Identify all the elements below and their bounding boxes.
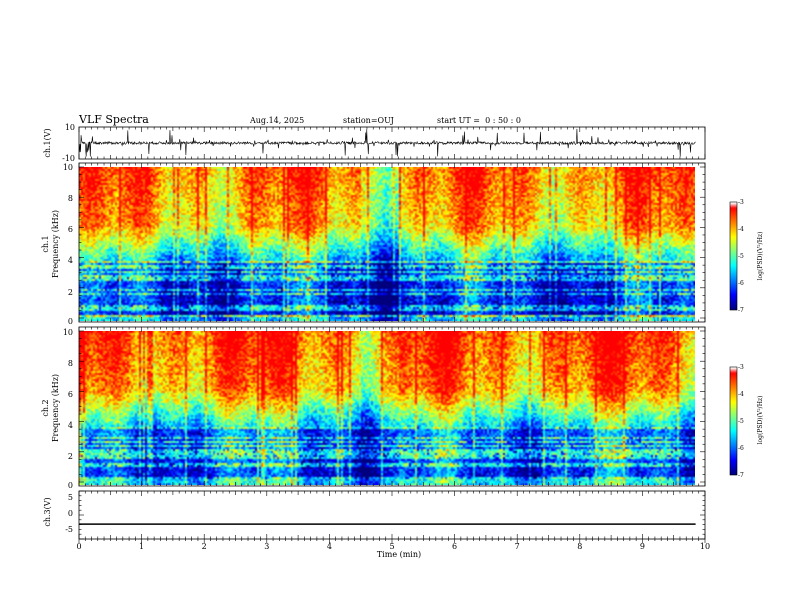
x-axis-label: Time (min) (377, 550, 421, 559)
ch1-cbar-tick-4: -4 (738, 226, 744, 233)
ch1-colorbar: -3 -4 -5 -6 -7 log(PSD)(V²/Hz) (729, 199, 764, 314)
ch2-spectrogram-panel: 0 2 4 6 8 10 ch.2 Frequency (kHz) (41, 326, 706, 490)
x-tick-2: 2 (202, 542, 207, 551)
ch1-waveform-panel: 10 -10 ch.1(V) (43, 123, 706, 163)
ch1-spectrogram-heatmap (79, 167, 695, 321)
ch2-cbar-tick-5: -5 (738, 418, 744, 425)
ch3-waveform-panel: 5 0 -5 ch.3(V) (43, 490, 706, 540)
ch2-cbar-tick-3: -3 (738, 364, 744, 371)
ch1-ytick-top: 10 (65, 123, 75, 132)
ch1-ytick-bottom: -10 (62, 154, 75, 163)
ch1-spec-ytick-6: 6 (68, 225, 73, 234)
ch2-cbar-tick-4: -4 (738, 391, 744, 398)
date-label: Aug.14, 2025 (249, 116, 304, 125)
ch2-spec-ytick-4: 4 (68, 421, 73, 430)
ch3-ytick-5: 5 (68, 493, 73, 502)
ch1-spectrogram-panel: 0 2 4 6 8 10 ch.1 Frequency (kHz) (41, 162, 706, 326)
ch1-spec-ytick-2: 2 (68, 288, 73, 297)
time-axis (78, 127, 706, 543)
start-ut-label: start UT = 0 : 50 : 0 (437, 116, 521, 125)
ch2-spec-ytick-10: 10 (63, 328, 73, 337)
ch1-spec-ylabel-channel: ch.1 (41, 235, 50, 252)
ch1-spec-ytick-8: 8 (68, 194, 73, 203)
ch2-colorbar-label: log(PSD)(V²/Hz) (757, 396, 764, 445)
ch1-spec-ylabel-frequency: Frequency (kHz) (51, 210, 60, 278)
ch1-waveform-trace (79, 128, 696, 157)
ch1-spec-ytick-4: 4 (68, 256, 73, 265)
ch3-ytick-neg5: -5 (65, 525, 73, 534)
ch2-colorbar-gradient (730, 367, 737, 475)
ch2-spec-ytick-0: 0 (68, 481, 73, 490)
ch1-colorbar-label: log(PSD)(V²/Hz) (757, 232, 764, 281)
x-tick-0: 0 (76, 542, 81, 551)
ch2-spec-ytick-2: 2 (68, 452, 73, 461)
ch2-colorbar: -3 -4 -5 -6 -7 log(PSD)(V²/Hz) (729, 364, 764, 479)
ch3-waveform-frame (78, 490, 706, 540)
ch2-cbar-tick-7: -7 (738, 472, 744, 479)
ch2-cbar-tick-6: -6 (738, 445, 744, 452)
ch2-spec-ytick-8: 8 (68, 359, 73, 368)
ch1-cbar-tick-7: -7 (738, 307, 744, 314)
ch2-colorbar-frame (729, 366, 738, 476)
ch2-spectrogram-heatmap (79, 331, 695, 485)
x-tick-10: 10 (700, 542, 710, 551)
x-tick-4: 4 (327, 542, 332, 551)
station-label: station=OUJ (343, 116, 394, 125)
ch1-spec-ytick-10: 10 (63, 163, 73, 172)
ch1-cbar-tick-5: -5 (738, 253, 744, 260)
x-tick-6: 6 (452, 542, 457, 551)
ch2-spec-ylabel-channel: ch.2 (41, 399, 50, 416)
ch1-colorbar-frame (729, 201, 738, 311)
ch2-spec-ytick-6: 6 (68, 390, 73, 399)
x-tick-7: 7 (515, 542, 520, 551)
ch3-ylabel: ch.3(V) (43, 497, 52, 526)
x-tick-5: 5 (389, 542, 394, 551)
x-tick-1: 1 (139, 542, 144, 551)
ch1-cbar-tick-3: -3 (738, 199, 744, 206)
x-tick-9: 9 (640, 542, 645, 551)
x-tick-8: 8 (577, 542, 582, 551)
figure-title: VLF Spectra (78, 113, 149, 126)
ch1-colorbar-gradient (730, 202, 737, 310)
ch1-cbar-tick-6: -6 (738, 280, 744, 287)
ch3-ytick-0: 0 (68, 509, 73, 518)
ch1-spec-ytick-0: 0 (68, 317, 73, 326)
x-tick-3: 3 (264, 542, 269, 551)
ch2-spec-ylabel-frequency: Frequency (kHz) (51, 374, 60, 442)
ch1-ylabel: ch.1(V) (43, 128, 52, 157)
